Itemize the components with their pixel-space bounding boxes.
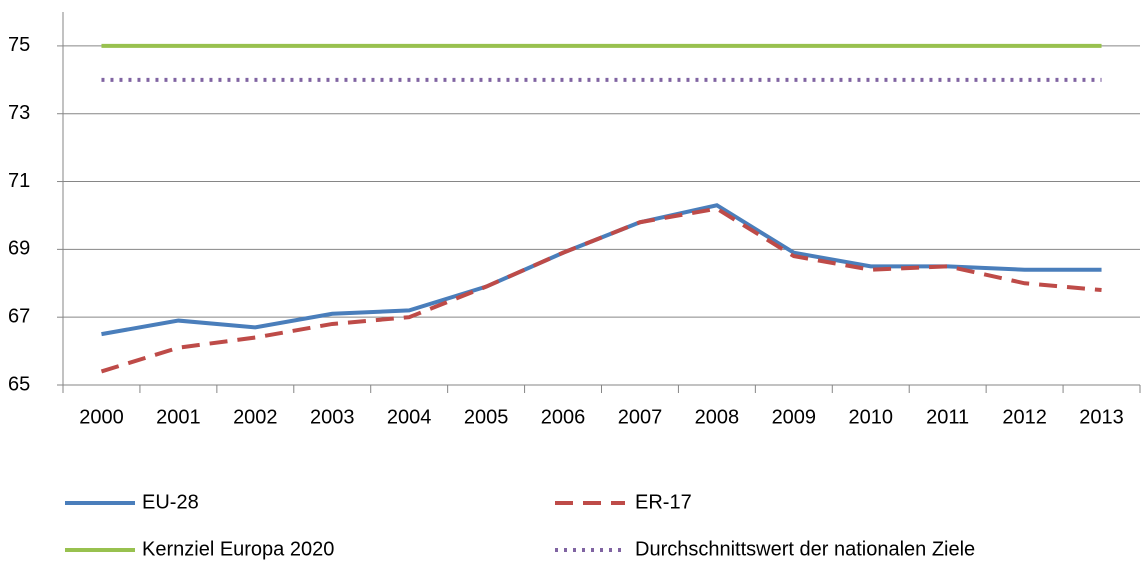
x-tick-label: 2002 <box>233 406 278 428</box>
y-tick-label: 67 <box>8 305 30 327</box>
x-tick-label: 2009 <box>772 406 817 428</box>
x-tick-label: 2011 <box>926 406 969 428</box>
legend-label: EU-28 <box>142 491 199 513</box>
x-tick-label: 2013 <box>1079 406 1124 428</box>
x-tick-label: 2001 <box>156 406 201 428</box>
y-tick-label: 75 <box>8 34 30 56</box>
x-tick-label: 2012 <box>1002 406 1047 428</box>
series-line <box>100 206 1102 374</box>
x-tick-label: 2004 <box>387 406 432 428</box>
y-tick-label: 65 <box>8 373 30 395</box>
x-tick-label: 2006 <box>541 406 586 428</box>
x-tick-label: 2008 <box>695 406 740 428</box>
x-tick-label: 2003 <box>310 406 355 428</box>
x-tick-label: 2005 <box>464 406 509 428</box>
y-tick-label: 73 <box>8 102 30 124</box>
x-tick-label: 2010 <box>849 406 894 428</box>
series-line <box>101 203 1102 337</box>
y-tick-label: 69 <box>8 238 30 260</box>
legend-label: Durchschnittswert der nationalen Ziele <box>635 538 975 560</box>
legend-label: ER-17 <box>635 491 692 513</box>
x-tick-label: 2000 <box>79 406 124 428</box>
legend-label: Kernziel Europa 2020 <box>142 538 334 560</box>
y-tick-label: 71 <box>8 170 30 192</box>
x-tick-label: 2007 <box>618 406 663 428</box>
